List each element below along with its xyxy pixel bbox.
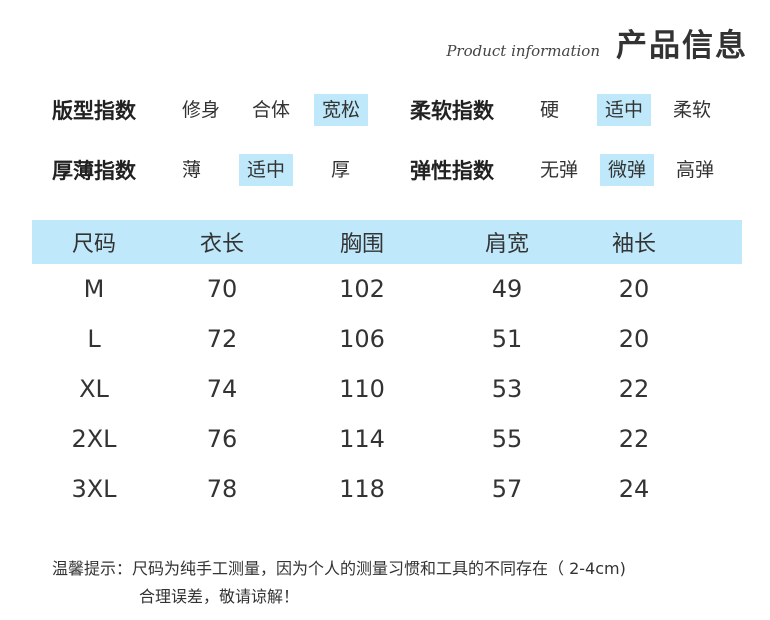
table-cell: 51	[491, 325, 523, 353]
table-header-cell: 尺码	[71, 232, 116, 257]
attr-option: 无弹	[540, 159, 579, 181]
header-title: 产品信息	[616, 28, 748, 64]
table-cell: XL	[79, 375, 109, 403]
attr-option: 薄	[182, 159, 202, 181]
measurement-notes: 温馨提示：尺码为纯手工测量，因为个人的测量习惯和工具的不同存在（ 2-4cm) …	[52, 555, 626, 611]
notes-line-1: 温馨提示：尺码为纯手工测量，因为个人的测量习惯和工具的不同存在（ 2-4cm)	[52, 559, 626, 578]
table-cell: 102	[339, 275, 385, 303]
attr-option-selected: 适中	[597, 94, 652, 126]
table-cell: 22	[618, 375, 650, 403]
table-cell: 78	[206, 475, 238, 503]
header-subtitle: Product information	[446, 42, 600, 60]
table-row: L 72 106 51 20	[32, 314, 742, 364]
attr-option-selected: 适中	[239, 154, 294, 186]
product-info-header: Product information 产品信息	[446, 20, 748, 65]
table-cell: M	[83, 275, 105, 303]
attr-label: 厚薄指数	[52, 159, 136, 183]
table-header-cell: 袖长	[611, 232, 656, 257]
table-cell: 70	[206, 275, 238, 303]
table-row: 3XL 78 118 57 24	[32, 464, 742, 514]
table-row: 2XL 76 114 55 22	[32, 414, 742, 464]
table-cell: 49	[491, 275, 523, 303]
size-table: 尺码 衣长 胸围 肩宽 袖长 M 70 102 49 20 L 72 106 5…	[32, 220, 742, 514]
fit-index: 版型指数 修身 合体 宽松	[52, 92, 382, 128]
table-cell: 114	[339, 425, 385, 453]
attr-label: 版型指数	[52, 99, 136, 123]
table-cell: 72	[206, 325, 238, 353]
table-header-cell: 胸围	[339, 232, 384, 257]
table-row: M 70 102 49 20	[32, 264, 742, 314]
attribute-row: 厚薄指数 薄 适中 厚 弹性指数 无弹 微弹 高弹	[52, 152, 742, 188]
table-header-cell: 衣长	[199, 232, 244, 257]
elasticity-index: 弹性指数 无弹 微弹 高弹	[410, 152, 736, 188]
table-cell: 57	[491, 475, 523, 503]
attribute-indices: 版型指数 修身 合体 宽松 柔软指数 硬 适中 柔软 厚薄指数 薄 适中 厚 弹…	[52, 92, 742, 212]
softness-index: 柔软指数 硬 适中 柔软	[410, 92, 733, 128]
attr-option-selected: 微弹	[600, 154, 655, 186]
attr-option: 修身	[182, 99, 221, 121]
table-cell: 20	[618, 325, 650, 353]
table-cell: 74	[206, 375, 238, 403]
table-header-row: 尺码 衣长 胸围 肩宽 袖长	[32, 220, 742, 264]
attribute-row: 版型指数 修身 合体 宽松 柔软指数 硬 适中 柔软	[52, 92, 742, 128]
attr-label: 柔软指数	[410, 99, 494, 123]
table-cell: L	[87, 325, 101, 353]
table-cell: 106	[339, 325, 385, 353]
table-cell: 24	[618, 475, 650, 503]
table-cell: 55	[491, 425, 523, 453]
attr-option: 合体	[252, 99, 291, 121]
table-cell: 110	[339, 375, 385, 403]
attr-label: 弹性指数	[410, 159, 494, 183]
table-cell: 76	[206, 425, 238, 453]
table-row: XL 74 110 53 22	[32, 364, 742, 414]
table-cell: 118	[339, 475, 385, 503]
attr-option: 高弹	[676, 159, 715, 181]
table-cell: 3XL	[71, 475, 117, 503]
attr-option-selected: 宽松	[314, 94, 369, 126]
table-cell: 22	[618, 425, 650, 453]
thickness-index: 厚薄指数 薄 适中 厚	[52, 152, 372, 188]
notes-line-2: 合理误差，敬请谅解！	[139, 587, 300, 606]
attr-option: 柔软	[673, 99, 712, 121]
table-header-cell: 肩宽	[484, 232, 529, 257]
attr-option: 厚	[331, 159, 351, 181]
table-cell: 53	[491, 375, 523, 403]
table-cell: 2XL	[71, 425, 117, 453]
attr-option: 硬	[540, 99, 560, 121]
table-cell: 20	[618, 275, 650, 303]
